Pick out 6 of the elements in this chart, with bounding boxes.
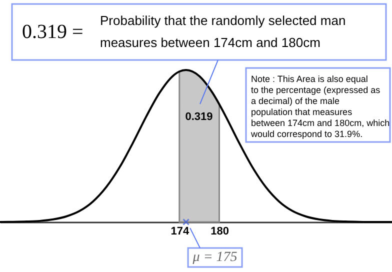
x-tick-label: 180 [210, 226, 229, 238]
x-tick-label: 174 [170, 226, 190, 238]
annotation: 0.319 [185, 111, 213, 123]
annotation: Note : This Area is also equal to the percentage (expressed as a decimal) of the male population that measures between 174cm and 180cm, which would correspond to 31.9%. [250, 74, 390, 139]
text: 0.319 = Probability that the randomly selected man measures between 174cm and 180cm [22, 13, 346, 50]
annotation: μ = 175 [192, 250, 238, 265]
